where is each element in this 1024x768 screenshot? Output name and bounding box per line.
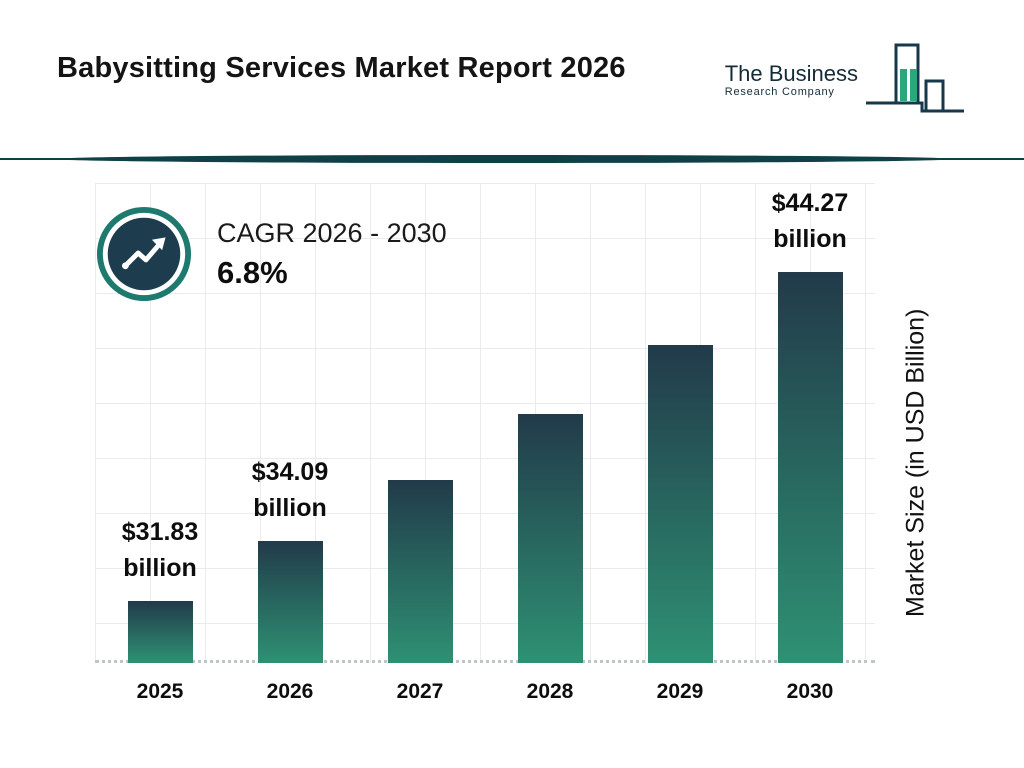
bar-slot-2030: $44.27 billion: [745, 185, 875, 663]
bars-container: $31.83 billion $34.09 billion $44.27 billion: [95, 183, 875, 663]
bar-slot-2026: $34.09 billion: [225, 454, 355, 663]
x-axis-label-2028: 2028: [526, 680, 574, 703]
x-axis-labels: 2025 2026 2027 2028 2029 2030: [95, 680, 875, 704]
bar-2025: [127, 601, 193, 663]
bar-value-unit: billion: [773, 224, 847, 253]
x-axis-label-2029: 2029: [656, 680, 704, 703]
bar-2030: [777, 272, 843, 663]
bar-value-amount: $31.83: [121, 517, 199, 546]
chart-plot-area: [95, 183, 875, 663]
growth-trend-icon: [96, 206, 192, 302]
bar-2028: [517, 414, 583, 663]
x-axis-label-2025: 2025: [136, 680, 184, 703]
bar-2026: [257, 541, 323, 663]
bar-value-label: $44.27 billion: [772, 185, 848, 258]
bar-slot-2029: [615, 345, 745, 663]
company-logo-text: The Business Research Company: [724, 61, 858, 99]
bar-value-unit: billion: [123, 553, 197, 582]
logo-name: The Business: [724, 61, 858, 86]
divider-line: [0, 155, 1024, 163]
cagr-block: CAGR 2026 - 2030 6.8%: [95, 205, 447, 303]
company-logo: The Business Research Company: [725, 40, 966, 122]
bar-value-label: $31.83 billion: [122, 514, 198, 587]
x-axis-label-2027: 2027: [396, 680, 444, 703]
bar-value-amount: $44.27: [771, 188, 849, 217]
bar-slot-2028: [485, 414, 615, 663]
bar-value-label: $34.09 billion: [252, 454, 328, 527]
bar-2029: [647, 345, 713, 663]
bar-2027: [387, 480, 453, 663]
y-axis-title: Market Size (in USD Billion): [901, 308, 930, 618]
cagr-text: CAGR 2026 - 2030 6.8%: [217, 218, 447, 291]
cagr-value: 6.8%: [217, 254, 288, 290]
bar-chart-logo-icon: [866, 43, 964, 113]
x-axis-label-2026: 2026: [266, 680, 314, 703]
bar-value-unit: billion: [253, 493, 327, 522]
logo-subname: Research Company: [724, 86, 835, 99]
bar-slot-2027: [355, 480, 485, 663]
page-title: Babysitting Services Market Report 2026: [57, 52, 626, 84]
bar-slot-2025: $31.83 billion: [95, 514, 225, 663]
bar-value-amount: $34.09: [251, 457, 329, 486]
x-axis-label-2030: 2030: [786, 680, 834, 703]
cagr-label: CAGR 2026 - 2030: [217, 217, 447, 248]
